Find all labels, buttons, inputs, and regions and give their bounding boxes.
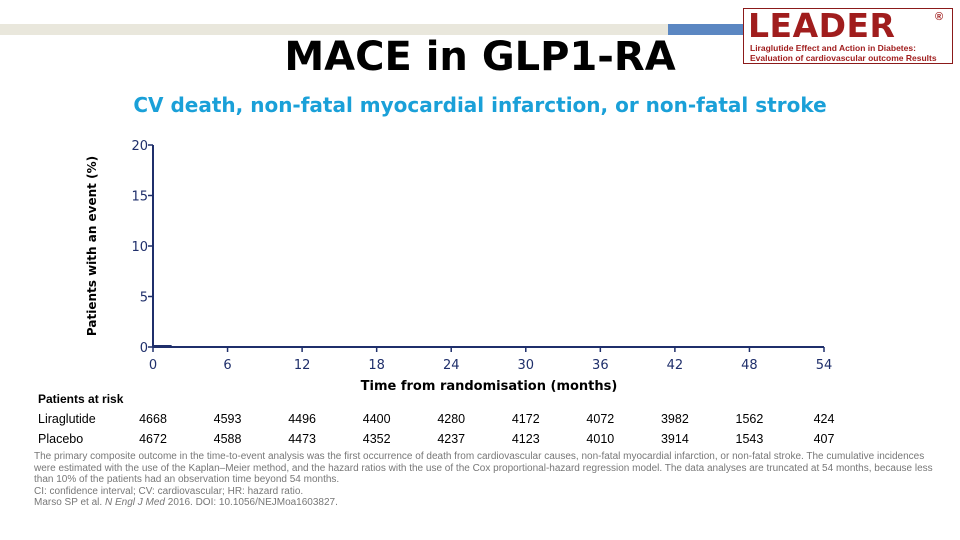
top-accent-bar-gray xyxy=(0,24,668,35)
risk-table-cell: 4593 xyxy=(213,412,242,426)
y-tick-label: 10 xyxy=(131,240,148,255)
x-tick-label: 48 xyxy=(741,358,758,373)
y-tick-label: 0 xyxy=(140,341,148,356)
risk-table-cell: 4010 xyxy=(586,432,615,446)
risk-table-cell: 407 xyxy=(813,432,835,446)
risk-table-cell: 4237 xyxy=(437,432,466,446)
ref-journal: N Engl J Med xyxy=(104,497,165,508)
risk-table-cell: 4668 xyxy=(139,412,167,426)
leader-logo: LEADER ® Liraglutide Effect and Action i… xyxy=(743,8,953,64)
logo-registered-mark: ® xyxy=(935,11,944,23)
risk-table-row: Placebo 4672 4588 4473 4352 4237 4123 4010 3914 1… xyxy=(0,432,960,450)
risk-table-cell: 4672 xyxy=(139,432,167,446)
x-tick-label: 42 xyxy=(667,358,684,373)
chart-ticks: 0 5 10 15 20 0 6 12 18 24 30 36 42 48 54 xyxy=(131,139,832,373)
y-tick-label: 20 xyxy=(131,139,148,154)
risk-table-cell: 4473 xyxy=(288,432,317,446)
footnote-reference: Marso SP et al. N Engl J Med 2016. DOI: … xyxy=(34,497,934,509)
risk-table-cell: 424 xyxy=(813,412,835,426)
y-tick-label: 15 xyxy=(131,190,148,205)
slide-title: MACE in GLP1-RA xyxy=(284,34,676,80)
risk-table-cell: 3914 xyxy=(660,432,689,446)
footnote-abbreviations: CI: confidence interval; CV: cardiovascu… xyxy=(34,485,304,497)
x-tick-label: 6 xyxy=(223,358,231,373)
footnote: The primary composite outcome in the tim… xyxy=(34,451,934,509)
ref-rest: 2016. DOI: 10.1056/NEJMoa1603827. xyxy=(165,497,338,508)
risk-table-cell: 4172 xyxy=(511,412,540,426)
risk-table-cell: 1543 xyxy=(735,432,764,446)
risk-row-label: Liraglutide xyxy=(38,412,96,426)
x-tick-label: 0 xyxy=(149,358,157,373)
chart-axes xyxy=(152,145,824,348)
logo-subtitle-line2: Evaluation of cardiovascular outcome Res… xyxy=(750,52,937,63)
risk-table-cell: 3982 xyxy=(660,412,689,426)
risk-table-cell: 4588 xyxy=(213,432,242,446)
logo-subtitle-line1: Liraglutide Effect and Action in Diabete… xyxy=(750,43,916,53)
risk-row-label: Placebo xyxy=(38,432,84,446)
risk-table-cell: 1562 xyxy=(735,412,764,426)
ref-authors: Marso SP et al. xyxy=(34,497,105,508)
x-tick-label: 30 xyxy=(518,358,535,373)
footnote-methods: The primary composite outcome in the tim… xyxy=(34,451,933,485)
y-tick-label: 5 xyxy=(140,291,148,306)
risk-table-cell: 4072 xyxy=(586,412,615,426)
x-tick-label: 12 xyxy=(294,358,311,373)
slide-subtitle: CV death, non-fatal myocardial infarctio… xyxy=(133,93,827,117)
risk-table-cell: 4400 xyxy=(362,412,391,426)
top-accent-bar-blue xyxy=(668,24,744,35)
logo-wordmark: LEADER xyxy=(748,6,896,45)
x-tick-label: 36 xyxy=(592,358,609,373)
x-tick-label: 24 xyxy=(443,358,460,373)
x-axis-label: Time from randomisation (months) xyxy=(361,379,618,394)
x-tick-label: 54 xyxy=(816,358,833,373)
risk-table-cell: 4280 xyxy=(437,412,466,426)
risk-table-row: Liraglutide 4668 4593 4496 4400 4280 4172 4072 3… xyxy=(0,412,960,430)
logo-subtitle: Liraglutide Effect and Action in Diabete… xyxy=(750,43,937,63)
risk-table-cell: 4352 xyxy=(362,432,391,446)
risk-table-heading: Patients at risk xyxy=(38,392,124,406)
x-tick-label: 18 xyxy=(368,358,385,373)
risk-table-cell: 4123 xyxy=(511,432,540,446)
risk-table-cell: 4496 xyxy=(288,412,317,426)
y-axis-label: Patients with an event (%) xyxy=(85,156,99,336)
